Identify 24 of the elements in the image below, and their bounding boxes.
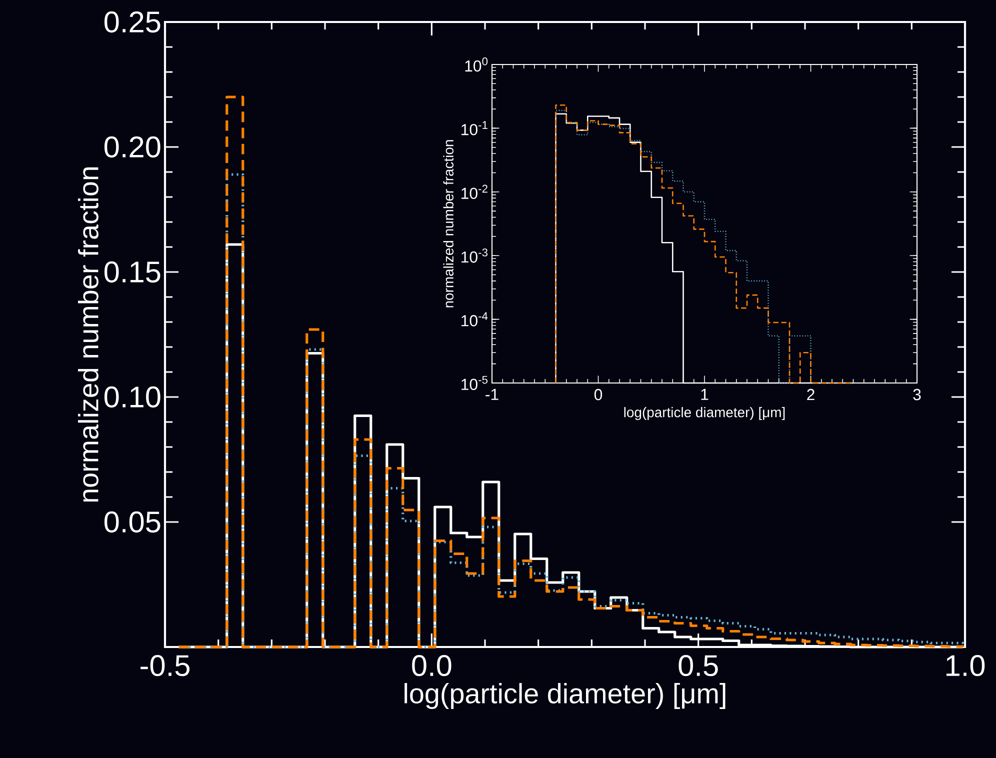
x-tick-label: 0.5 [678, 655, 718, 676]
x-tick-label: 3 [913, 388, 921, 400]
y-tick-label: 10$^{-1}$ [462, 121, 488, 136]
y-tick-label: 0.10 [104, 386, 160, 408]
y-tick-label: 10$^{-5}$ [462, 376, 488, 390]
y-axis-title: normalized number fraction [443, 140, 454, 308]
x-tick-label: 1.0 [946, 655, 985, 676]
x-tick-label: -1 [486, 388, 498, 400]
y-tick-label: 10$^{0}$ [465, 57, 488, 72]
y-tick-label: 0.05 [104, 511, 160, 533]
x-tick-label: 2 [807, 388, 814, 400]
x-tick-label: -0.5 [140, 655, 190, 676]
y-tick-label: 0.20 [104, 136, 160, 158]
y-tick-label: 10$^{-4}$ [462, 312, 488, 326]
x-axis-title: log(particle diameter) [μm] [404, 683, 726, 710]
x-axis-title: log(particle diameter) [μm] [624, 407, 785, 420]
x-tick-label: 1 [701, 388, 708, 400]
y-tick-label: 0.15 [104, 261, 160, 283]
y-tick-label: 10$^{-3}$ [462, 248, 488, 263]
y-tick-label: 10$^{-2}$ [462, 184, 488, 199]
x-tick-label: 0.0 [412, 655, 452, 676]
y-tick-label: 0.25 [104, 11, 160, 33]
x-tick-label: 0 [594, 388, 602, 400]
y-axis-title: normalized number fraction [78, 167, 98, 502]
